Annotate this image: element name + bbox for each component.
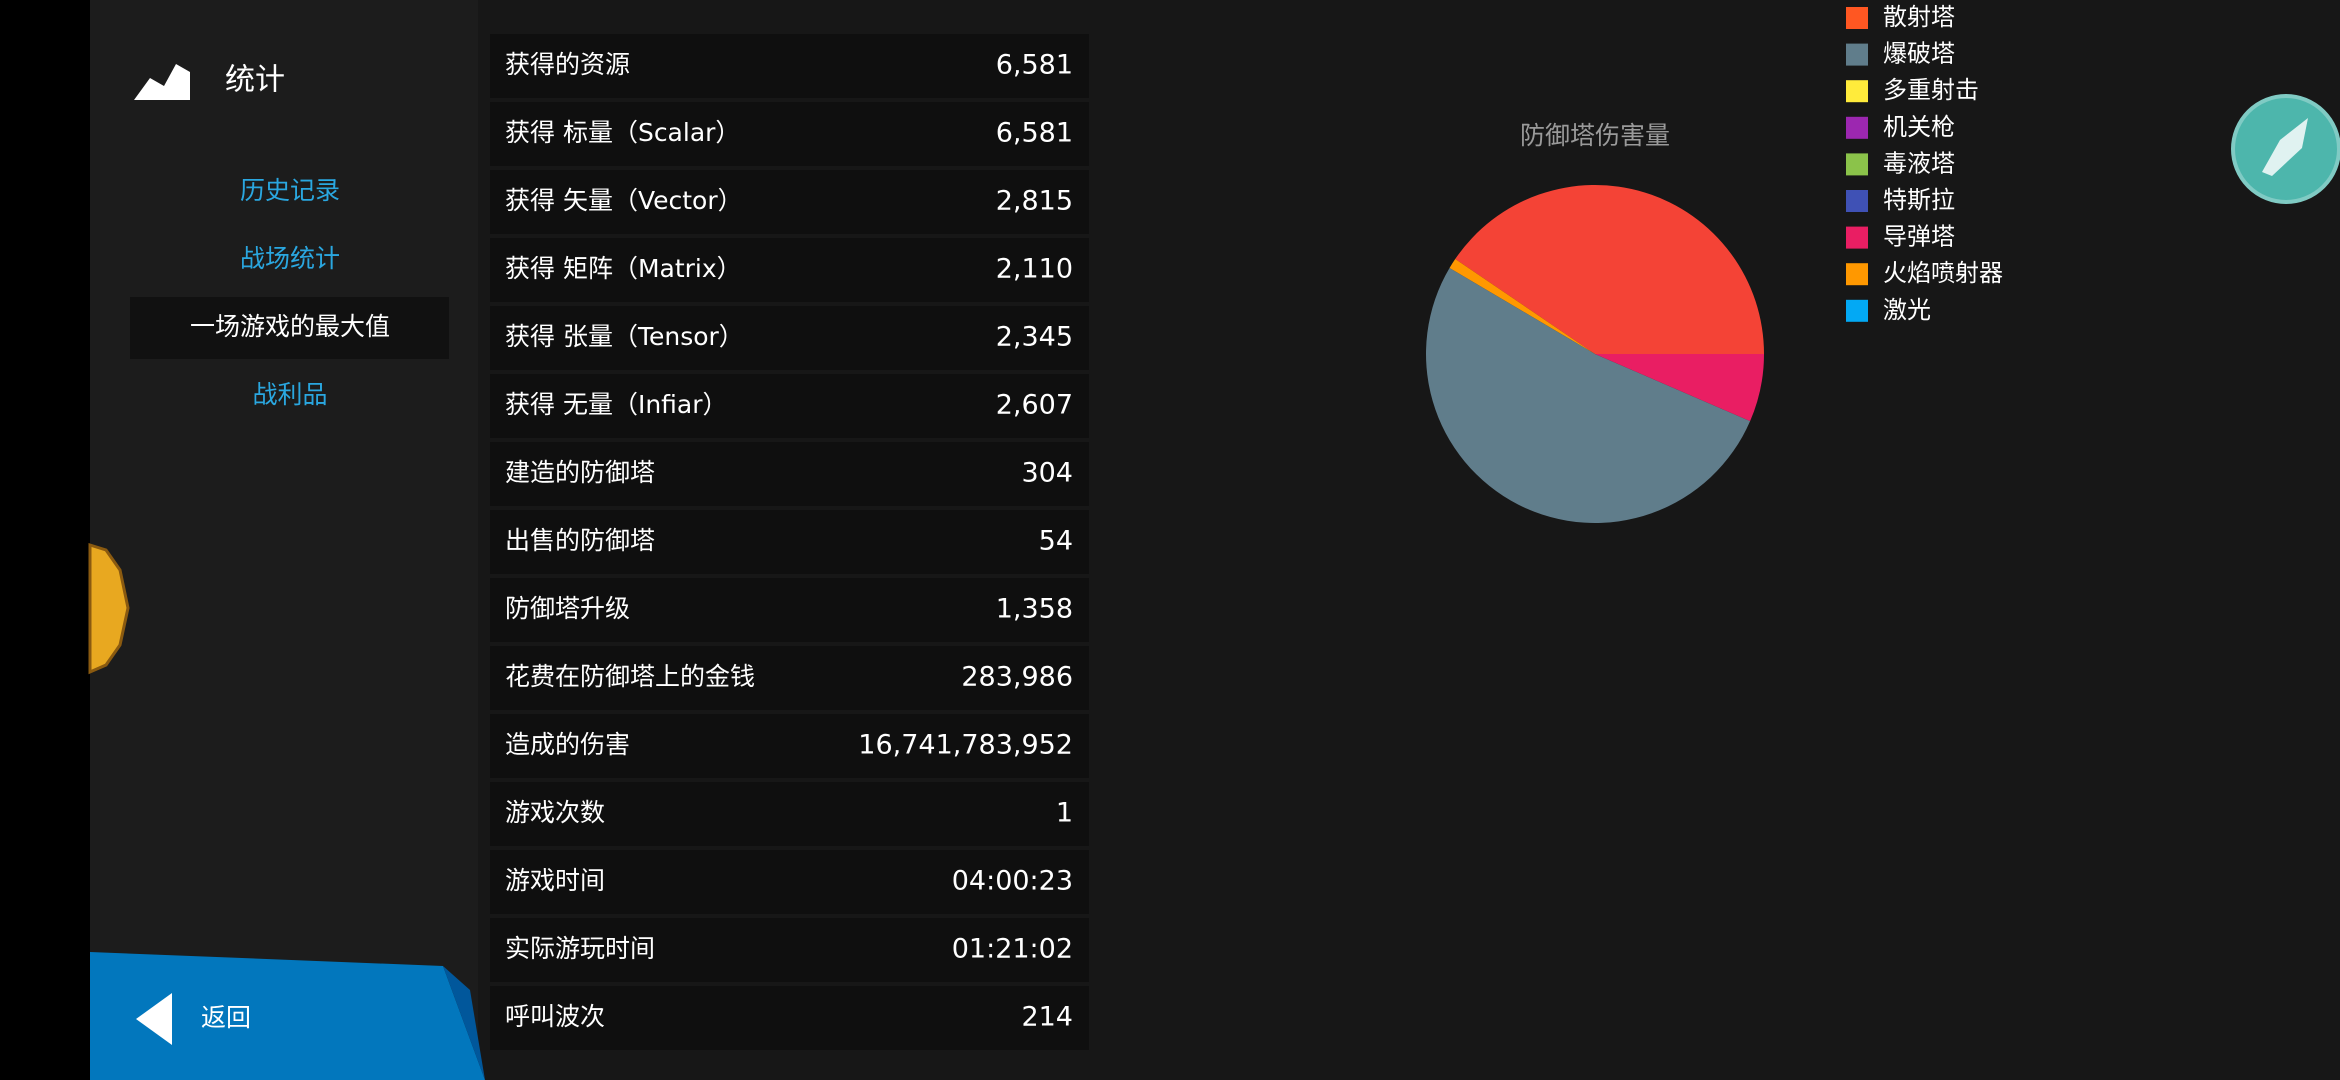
legend-swatch xyxy=(1846,7,1868,29)
row-value: 2,607 xyxy=(996,390,1073,421)
legend-label: 散射塔 xyxy=(1883,3,1955,31)
row-label: 获得 张量（Tensor） xyxy=(505,322,744,351)
pie-slice xyxy=(1595,354,1764,422)
row-value: 6,581 xyxy=(996,118,1073,149)
row-value: 283,986 xyxy=(961,662,1073,693)
table-row xyxy=(490,782,1089,846)
table-row xyxy=(490,714,1089,778)
table-row xyxy=(490,986,1089,1050)
sidebar-title: 统计 xyxy=(225,63,285,98)
row-value: 304 xyxy=(1021,458,1073,489)
stats-icon xyxy=(134,64,190,100)
table-row xyxy=(490,442,1089,506)
legend-label: 激光 xyxy=(1883,296,1931,324)
back-label[interactable]: 返回 xyxy=(201,1003,251,1032)
row-value: 1,358 xyxy=(996,594,1073,625)
row-value: 2,345 xyxy=(996,322,1073,353)
row-label: 防御塔升级 xyxy=(505,594,630,623)
table-row xyxy=(490,510,1089,574)
row-label: 游戏次数 xyxy=(505,798,605,827)
pie-slice xyxy=(1426,267,1751,523)
back-button[interactable] xyxy=(90,952,485,1080)
row-value: 54 xyxy=(1039,526,1073,557)
row-value: 2,815 xyxy=(996,186,1073,217)
nav-item[interactable]: 战利品 xyxy=(252,380,327,409)
legend-swatch xyxy=(1846,263,1868,286)
row-label: 花费在防御塔上的金钱 xyxy=(505,662,755,691)
legend-swatch xyxy=(1846,80,1868,103)
nav-highlight xyxy=(130,297,449,359)
table-row xyxy=(490,238,1089,302)
table-row xyxy=(490,578,1089,642)
rocket-icon xyxy=(2262,118,2308,176)
row-label: 获得的资源 xyxy=(505,50,630,79)
legend-swatch xyxy=(1846,43,1868,66)
table-row xyxy=(490,306,1089,370)
row-value: 6,581 xyxy=(996,50,1073,81)
legend-label: 多重射击 xyxy=(1883,76,1979,104)
row-label: 获得 无量（Infiar） xyxy=(505,390,728,419)
left-edge xyxy=(0,0,90,1080)
legend-swatch xyxy=(1846,153,1868,176)
legend-label: 毒液塔 xyxy=(1883,149,1955,177)
table-row xyxy=(490,34,1089,98)
nav-item[interactable]: 历史记录 xyxy=(240,176,340,205)
legend-label: 火焰喷射器 xyxy=(1883,259,2003,287)
legend-swatch xyxy=(1846,190,1868,212)
row-value: 01:21:02 xyxy=(952,934,1073,965)
back-button-shade xyxy=(443,966,485,1080)
table-row xyxy=(490,850,1089,914)
row-value: 2,110 xyxy=(996,254,1073,285)
legend-swatch xyxy=(1846,299,1868,322)
legend-swatch xyxy=(1846,226,1868,249)
row-label: 获得 矩阵（Matrix） xyxy=(505,254,742,283)
chart-title: 防御塔伤害量 xyxy=(1520,121,1670,150)
pie-slice xyxy=(1455,184,1764,354)
coin-icon xyxy=(88,542,130,675)
row-label: 获得 矢量（Vector） xyxy=(505,186,743,215)
row-label: 获得 标量（Scalar） xyxy=(505,118,740,147)
legend-label: 爆破塔 xyxy=(1883,40,1955,68)
row-label: 建造的防御塔 xyxy=(505,458,655,487)
table-row xyxy=(490,170,1089,234)
back-arrow xyxy=(136,993,172,1045)
nav-item[interactable]: 战场统计 xyxy=(240,244,340,273)
pie-slice xyxy=(1449,259,1595,354)
row-label: 游戏时间 xyxy=(505,866,605,895)
table-row xyxy=(490,102,1089,166)
row-label: 实际游玩时间 xyxy=(505,934,655,963)
row-label: 造成的伤害 xyxy=(505,730,630,759)
row-value: 1 xyxy=(1056,798,1073,829)
row-value: 16,741,783,952 xyxy=(858,730,1073,761)
legend-label: 机关枪 xyxy=(1883,113,1955,141)
table-row xyxy=(490,374,1089,438)
table-row xyxy=(490,918,1089,982)
row-value: 214 xyxy=(1021,1002,1073,1033)
row-label: 呼叫波次 xyxy=(505,1002,605,1031)
legend-swatch xyxy=(1846,116,1868,139)
table-row xyxy=(490,646,1089,710)
legend-label: 特斯拉 xyxy=(1883,186,1955,214)
legend-label: 导弹塔 xyxy=(1883,223,1955,251)
row-value: 04:00:23 xyxy=(952,866,1073,897)
sidebar xyxy=(90,0,478,1080)
nav-item[interactable]: 一场游戏的最大值 xyxy=(190,312,390,341)
row-label: 出售的防御塔 xyxy=(505,526,655,555)
